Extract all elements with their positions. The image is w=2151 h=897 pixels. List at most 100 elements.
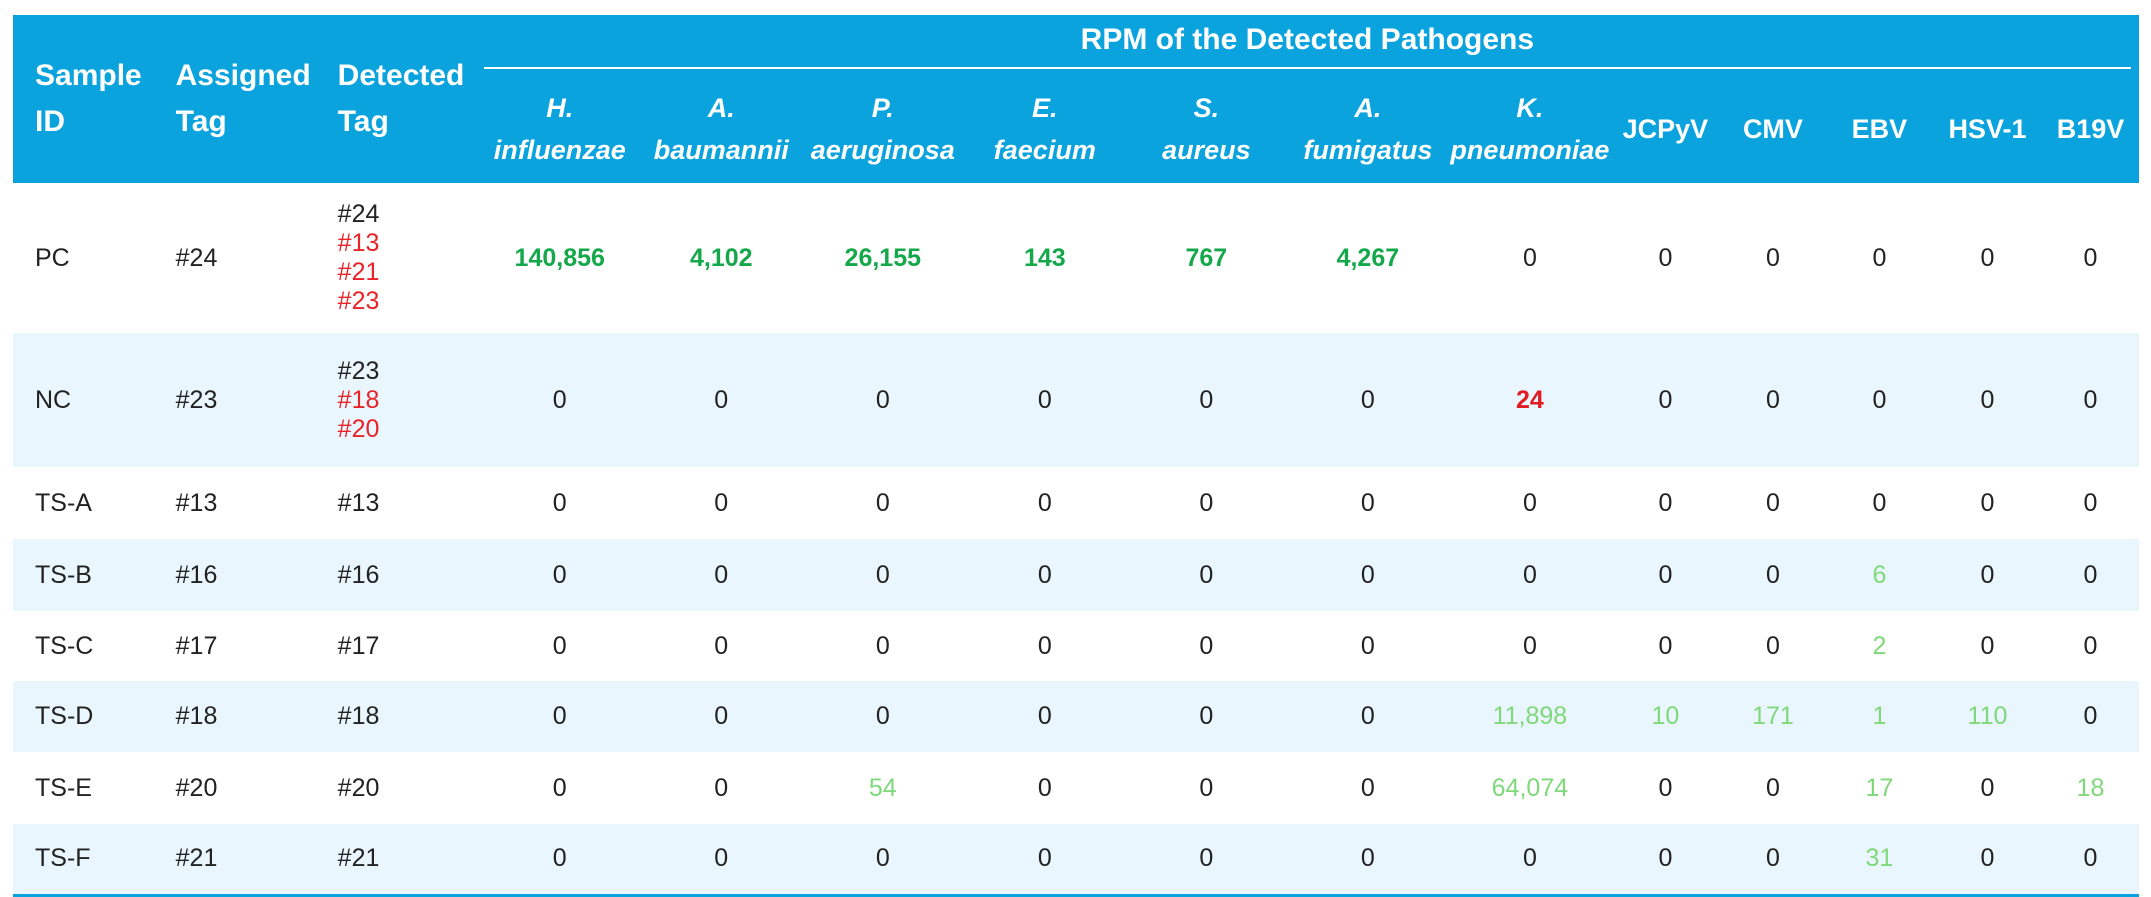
virus-header: JCPyV (1610, 75, 1720, 183)
rpm-value-cell: 0 (801, 539, 964, 611)
sample-id-cell: TS-E (35, 773, 92, 802)
rpm-value-cell: 0 (1658, 773, 1673, 802)
rpm-value-cell: 17 (1865, 773, 1894, 802)
detected-tag: #13 (337, 229, 380, 257)
pathogen-rpm-table: Sample ID Assigned Tag Detected Tag RPM … (13, 15, 2139, 897)
rpm-value-cell: 0 (552, 488, 567, 517)
rpm-value-cell: 6 (1825, 539, 1933, 611)
header-row-pathogens: H. influenzae A. baumannii P. aeruginosa E. fae… (13, 75, 2139, 183)
rpm-value-cell: 0 (875, 488, 890, 517)
rpm-value-cell: 0 (478, 681, 641, 752)
sample-id-cell: TS-B (13, 539, 154, 611)
sample-id-cell: TS-A (35, 488, 92, 517)
detected-tag: #20 (337, 414, 380, 443)
pathogen-species: influenzae (493, 135, 626, 165)
rpm-value-cell: 0 (1522, 631, 1537, 660)
rpm-value-cell: 0 (714, 631, 729, 660)
rpm-value-cell: 0 (1125, 824, 1287, 897)
rpm-value-cell: 0 (1448, 539, 1611, 611)
pathogen-header: S. aureus (1125, 75, 1287, 183)
rpm-value-cell: 0 (875, 631, 890, 660)
table-row: TS-A #13 #13 0 0 0 0 0 0 0 0 0 0 0 0 (13, 467, 2139, 539)
assigned-tag-cell: #21 (153, 824, 316, 897)
rpm-value-cell: 0 (1286, 333, 1449, 467)
detected-tag: #16 (337, 560, 380, 589)
sample-id-header-line-1: Sample (35, 59, 142, 92)
pathogen-header: A. fumigatus (1286, 75, 1449, 183)
pathogen-rpm-table-container: Sample ID Assigned Tag Detected Tag RPM … (13, 15, 2139, 897)
rpm-value-cell: 143 (1023, 243, 1066, 272)
pathogen-genus: K. (1516, 93, 1544, 123)
table-row: TS-E #20 #20 0 0 54 0 0 0 64,074 0 0 17 0 18 (13, 752, 2139, 824)
rpm-value-cell: 0 (640, 681, 802, 752)
rpm-value-cell: 0 (552, 773, 567, 802)
rpm-value-cell: 0 (1932, 824, 2042, 897)
rpm-value-cell: 4,102 (689, 243, 753, 272)
virus-header: EBV (1825, 75, 1933, 183)
pathogen-genus: H. (546, 93, 574, 123)
pathogen-species: aureus (1162, 135, 1251, 165)
detected-tag-cell: #18 (315, 681, 479, 752)
rpm-value-cell: 0 (2041, 681, 2139, 752)
rpm-value-cell: 110 (1932, 681, 2042, 752)
sample-id-cell: NC (13, 333, 154, 467)
rpm-value-cell: 54 (868, 773, 897, 802)
assigned-tag-cell: #23 (153, 333, 316, 467)
sample-id-header-line-2: ID (35, 105, 65, 138)
detected-tag-header-line-1: Detected (337, 59, 465, 92)
detected-tag-cell: #17 (316, 611, 479, 681)
detected-tag: #21 (337, 258, 380, 286)
rpm-value-cell: 18 (2076, 773, 2105, 802)
detected-tag-cell: #23 #18 #20 (315, 333, 479, 467)
pathogen-genus: P. (871, 93, 894, 123)
rpm-value-cell: 0 (1658, 488, 1673, 517)
rpm-value-cell: 0 (963, 333, 1126, 467)
rpm-value-cell: 64,074 (1491, 773, 1569, 802)
rpm-value-cell: 0 (963, 681, 1126, 752)
rpm-value-cell: 4,267 (1336, 243, 1400, 272)
rpm-value-cell: 0 (478, 333, 641, 467)
rpm-value-cell: 0 (1980, 243, 1995, 272)
rpm-value-cell: 0 (1448, 824, 1611, 897)
rpm-value-cell: 0 (1765, 243, 1780, 272)
detected-tag: #20 (337, 773, 380, 802)
pathogen-species: pneumoniae (1450, 135, 1610, 165)
rpm-value-cell: 24 (1448, 333, 1611, 467)
detected-tag: #13 (337, 488, 380, 517)
rpm-value-cell: 0 (1199, 773, 1214, 802)
pathogen-header: P. aeruginosa (801, 75, 964, 183)
rpm-value-cell: 0 (1980, 631, 1995, 660)
pathogen-header: H. influenzae (478, 75, 641, 183)
rpm-value-cell: 0 (1522, 488, 1537, 517)
sample-id-cell: PC (35, 243, 70, 272)
pathogen-header: A. baumannii (640, 75, 802, 183)
detected-tag-cell: #13 (316, 467, 479, 539)
rpm-value-cell: 0 (801, 824, 964, 897)
virus-header: HSV-1 (1932, 75, 2042, 183)
rpm-value-cell: 0 (1522, 243, 1537, 272)
detected-tag: #24 (337, 200, 380, 228)
detected-tag-header: Detected Tag (315, 15, 479, 183)
rpm-value-cell: 0 (478, 539, 641, 611)
table-header: Sample ID Assigned Tag Detected Tag RPM … (13, 15, 2139, 183)
assigned-tag-cell: #16 (153, 539, 316, 611)
rpm-value-cell: 0 (1719, 539, 1826, 611)
rpm-value-cell: 0 (1286, 824, 1449, 897)
rpm-value-cell: 0 (1932, 539, 2042, 611)
rpm-value-cell: 0 (1610, 824, 1720, 897)
rpm-value-cell: 2 (1872, 631, 1887, 660)
rpm-value-cell: 0 (1037, 631, 1052, 660)
rpm-value-cell: 0 (478, 824, 641, 897)
detected-tag: #23 (337, 356, 380, 385)
table-row: TS-B #16 #16 0 0 0 0 0 0 0 0 0 6 0 0 (13, 539, 2139, 611)
rpm-value-cell: 0 (1125, 681, 1287, 752)
detected-tag: #17 (337, 631, 380, 660)
rpm-value-cell: 0 (1872, 243, 1887, 272)
rpm-value-cell: 0 (1872, 488, 1887, 517)
pathogen-genus: A. (1354, 93, 1382, 123)
pathogen-header: E. faecium (963, 75, 1126, 183)
rpm-value-cell: 0 (2041, 539, 2139, 611)
table-row: NC #23 #23 #18 #20 0 0 0 0 0 0 24 0 0 0 0 0 (13, 333, 2139, 467)
detected-tag: #18 (337, 702, 380, 730)
rpm-value-cell: 0 (714, 488, 729, 517)
